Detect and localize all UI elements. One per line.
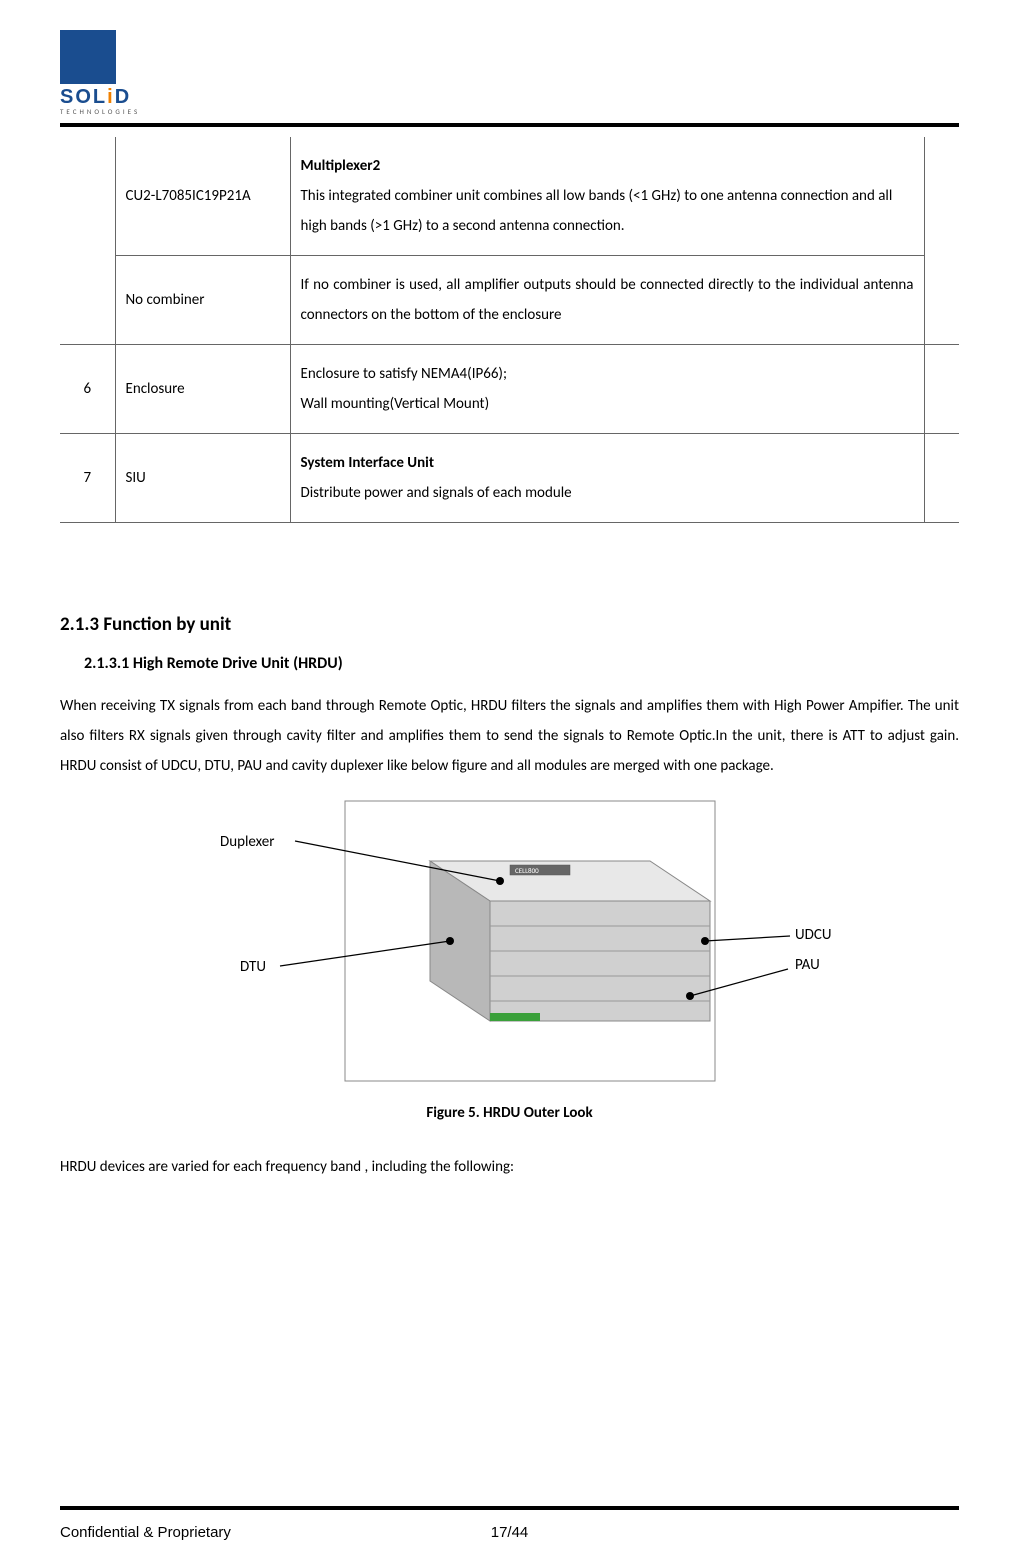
spec-table: CU2-L7085IC19P21A Multiplexer2 This inte… (60, 137, 959, 523)
desc-text: Distribute power and signals of each mod… (301, 484, 572, 502)
table-row: No combiner If no combiner is used, all … (60, 256, 959, 345)
page-footer: Confidential & Proprietary 17/44 (60, 1502, 959, 1541)
logo-subtext: TECHNOLOGIES (60, 107, 140, 116)
logo-square (60, 30, 116, 84)
section-heading: 2.1.3 Function by unit (60, 613, 959, 636)
cell-desc: Multiplexer2 This integrated combiner un… (290, 137, 924, 256)
label-pau: PAU (795, 956, 820, 974)
cell-end (924, 256, 959, 345)
unit-top-label: CELL800 (515, 866, 539, 875)
desc-line: Enclosure to satisfy NEMA4(IP66); (301, 365, 508, 383)
desc-line: Wall mounting(Vertical Mount) (301, 395, 490, 413)
closing-line: HRDU devices are varied for each frequen… (60, 1152, 959, 1182)
cell-num (60, 137, 115, 256)
label-dtu: DTU (240, 958, 266, 976)
logo-brand-text: SOLiD (60, 86, 131, 109)
desc-text: This integrated combiner unit combines a… (301, 187, 893, 235)
section-paragraph: When receiving TX signals from each band… (60, 691, 959, 781)
cell-end (924, 137, 959, 256)
footer-page-number: 17/44 (360, 1524, 660, 1541)
figure-caption: Figure 5. HRDU Outer Look (60, 1104, 959, 1122)
table-row: CU2-L7085IC19P21A Multiplexer2 This inte… (60, 137, 959, 256)
cell-num (60, 256, 115, 345)
page-header: SOLiD TECHNOLOGIES (60, 30, 959, 127)
footer-divider (60, 1506, 959, 1510)
cell-name: SIU (115, 434, 290, 523)
label-udcu: UDCU (795, 926, 831, 944)
header-divider (60, 123, 959, 127)
footer-spacer (659, 1524, 959, 1541)
table-row: 7 SIU System Interface Unit Distribute p… (60, 434, 959, 523)
hrdu-diagram: Duplexer DTU UDCU PAU CELL800 (130, 791, 890, 1091)
table-row: 6 Enclosure Enclosure to satisfy NEMA4(I… (60, 345, 959, 434)
cell-num: 6 (60, 345, 115, 434)
company-logo: SOLiD TECHNOLOGIES (60, 30, 140, 116)
desc-bold: System Interface Unit (301, 454, 435, 472)
subsection-heading: 2.1.3.1 High Remote Drive Unit (HRDU) (84, 654, 959, 673)
cell-name: CU2-L7085IC19P21A (115, 137, 290, 256)
cell-end (924, 434, 959, 523)
label-duplexer: Duplexer (220, 833, 274, 851)
cell-desc: If no combiner is used, all amplifier ou… (290, 256, 924, 345)
figure-5: Duplexer DTU UDCU PAU CELL800 Figure 5. … (60, 791, 959, 1122)
cell-end (924, 345, 959, 434)
cell-num: 7 (60, 434, 115, 523)
cell-desc: System Interface Unit Distribute power a… (290, 434, 924, 523)
cell-name: No combiner (115, 256, 290, 345)
footer-confidential: Confidential & Proprietary (60, 1524, 360, 1541)
cell-name: Enclosure (115, 345, 290, 434)
cell-desc: Enclosure to satisfy NEMA4(IP66); Wall m… (290, 345, 924, 434)
desc-bold: Multiplexer2 (301, 157, 381, 175)
